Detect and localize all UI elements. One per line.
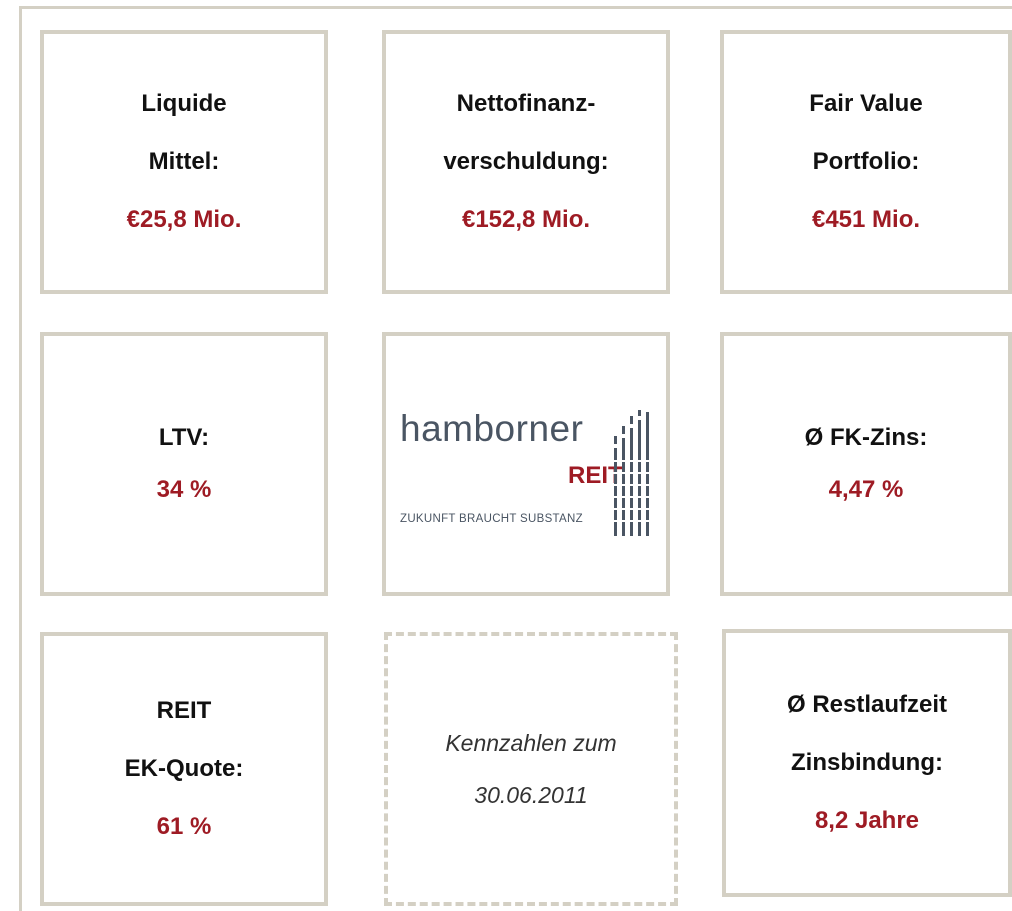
kpi-label: REIT bbox=[156, 697, 212, 724]
logo-icon bbox=[612, 410, 656, 536]
kpi-label: Fair Value bbox=[809, 90, 923, 117]
kpi-value: 8,2 Jahre bbox=[814, 807, 920, 834]
kpi-value: €25,8 Mio. bbox=[126, 206, 242, 233]
kpi-label: Nettofinanz- bbox=[456, 90, 596, 117]
logo-tagline: ZUKUNFT BRAUCHT SUBSTANZ bbox=[400, 513, 583, 525]
note-text: Kennzahlen zum bbox=[445, 730, 617, 756]
note-box: Kennzahlen zum 30.06.2011 bbox=[384, 632, 678, 906]
kpi-label: LTV: bbox=[158, 424, 210, 451]
kpi-box: Ø FK-Zins: 4,47 % bbox=[720, 332, 1012, 596]
kpi-box: Nettofinanz- verschuldung: €152,8 Mio. bbox=[382, 30, 670, 294]
kpi-label: Liquide bbox=[141, 90, 227, 117]
logo-brand: REIT bbox=[568, 462, 623, 489]
kpi-label: Ø Restlaufzeit bbox=[786, 691, 948, 718]
kpi-box: REIT EK-Quote: 61 % bbox=[40, 632, 328, 906]
kpi-label: Ø FK-Zins: bbox=[804, 424, 928, 451]
kpi-label: Zinsbindung: bbox=[791, 749, 943, 776]
logo-box bbox=[382, 332, 670, 596]
kpi-box: LTV: 34 % bbox=[40, 332, 328, 596]
logo: hamborner REIT ZUKUNFT BRAUCHT SUBSTANZ bbox=[400, 408, 660, 538]
kpi-value: 4,47 % bbox=[828, 476, 904, 503]
kpi-box: Liquide Mittel: €25,8 Mio. bbox=[40, 30, 328, 294]
logo-name: hamborner bbox=[400, 408, 584, 449]
frame bbox=[19, 6, 22, 911]
kpi-value: €152,8 Mio. bbox=[461, 206, 591, 233]
kpi-label: verschuldung: bbox=[443, 148, 609, 175]
kpi-label: Mittel: bbox=[148, 148, 220, 175]
kpi-label: Portfolio: bbox=[812, 148, 920, 175]
kpi-value: 61 % bbox=[156, 813, 212, 840]
note-text: 30.06.2011 bbox=[474, 782, 588, 808]
frame bbox=[19, 6, 1012, 9]
kpi-box: Ø Restlaufzeit Zinsbindung: 8,2 Jahre bbox=[722, 629, 1012, 897]
kpi-box: Fair Value Portfolio: €451 Mio. bbox=[720, 30, 1012, 294]
kpi-label: EK-Quote: bbox=[124, 755, 244, 782]
kpi-value: €451 Mio. bbox=[811, 206, 921, 233]
kpi-value: 34 % bbox=[156, 476, 212, 503]
